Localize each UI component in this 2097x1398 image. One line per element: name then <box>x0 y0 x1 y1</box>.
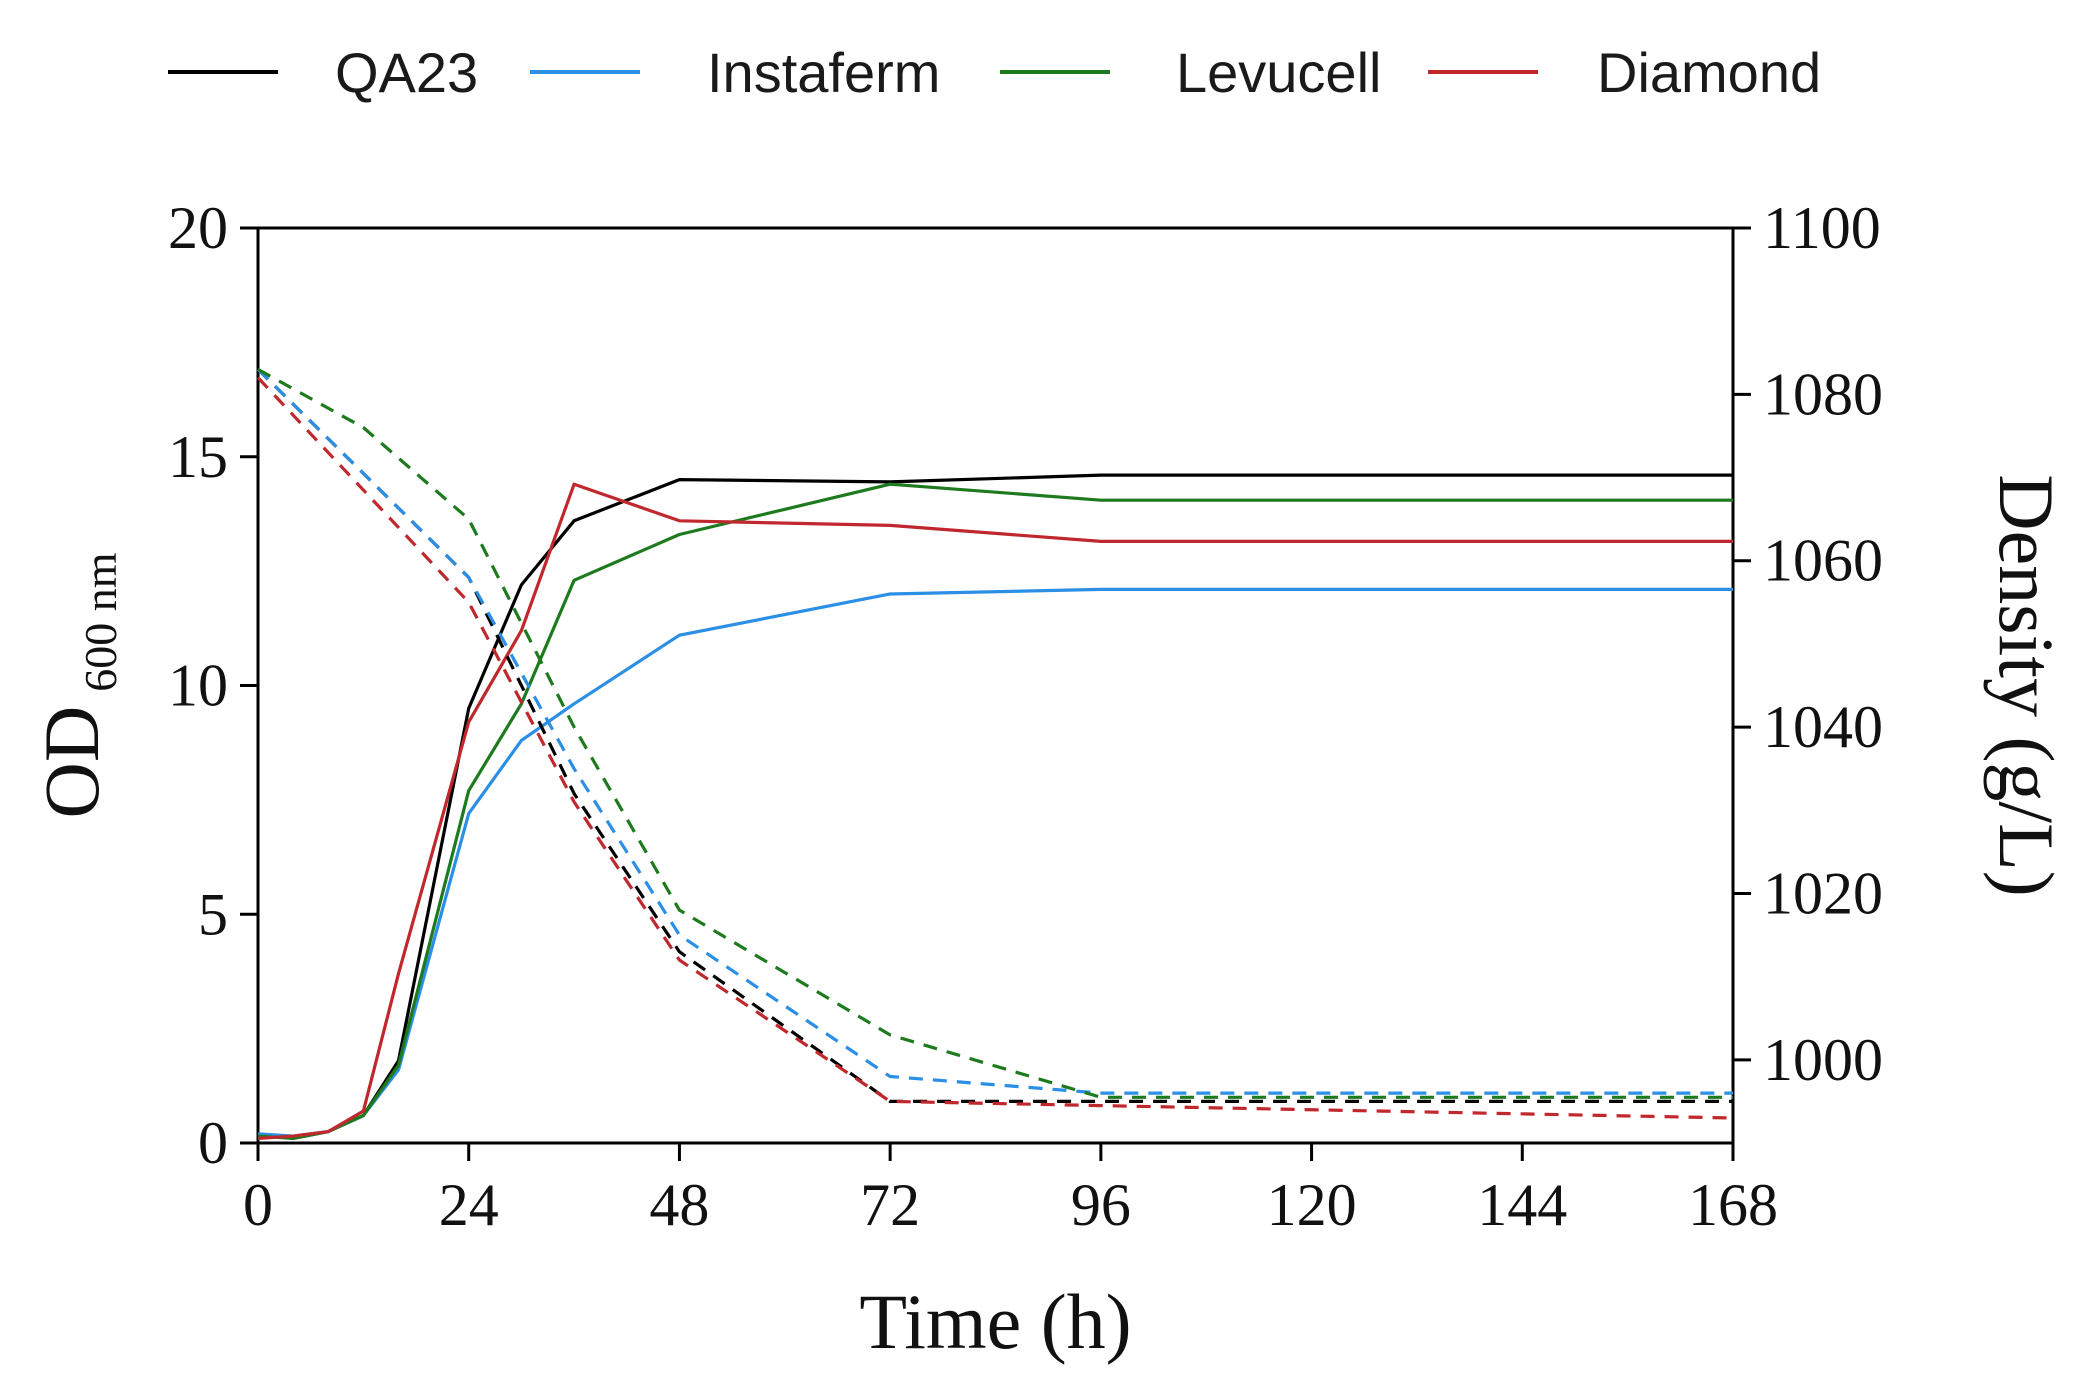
legend-label-levucell: Levucell <box>1176 41 1381 104</box>
legend: QA23 Instaferm Levucell Diamond <box>168 41 1821 104</box>
y-axis-title-subscript: 600 nm <box>75 552 126 692</box>
series-line-diamond-density <box>256 376 1734 1120</box>
y2-tick-label: 1100 <box>1763 195 1881 261</box>
y-tick-label: 10 <box>168 653 228 719</box>
series-line-instaferm-density <box>256 368 1733 1095</box>
x-axis-title: Time (h) <box>859 1278 1131 1365</box>
y-tick-label: 0 <box>198 1110 228 1176</box>
legend-label-qa23: QA23 <box>335 41 478 104</box>
y-axis-title-main: OD <box>28 706 115 819</box>
series-layer <box>256 367 1734 1141</box>
y2-tick-label: 1040 <box>1763 694 1883 760</box>
y2-tick-label: 1060 <box>1763 528 1883 594</box>
series-line-levucell <box>257 482 1733 1141</box>
x-tick-label: 72 <box>860 1172 920 1238</box>
y-tick-label: 20 <box>168 195 228 261</box>
y2-axis-title: Density (g/L) <box>1983 474 2070 896</box>
legend-label-diamond: Diamond <box>1597 41 1821 104</box>
x-tick-label: 48 <box>649 1172 709 1238</box>
x-tick-label: 168 <box>1688 1172 1778 1238</box>
series-line-diamond <box>257 482 1733 1140</box>
axes: 0 24 48 72 96 120 144 168 0 5 10 15 20 1000 1020 1040 10… <box>168 195 1883 1238</box>
series-line-levucell-density <box>257 367 1733 1099</box>
x-tick-label: 0 <box>243 1172 273 1238</box>
x-tick-label: 24 <box>439 1172 499 1238</box>
y-tick-label: 15 <box>168 424 228 490</box>
y-tick-label: 5 <box>198 881 228 947</box>
series-line-qa23 <box>257 473 1733 1141</box>
series-line-instaferm <box>257 587 1733 1138</box>
y2-tick-label: 1080 <box>1763 361 1883 427</box>
x-tick-label: 96 <box>1071 1172 1131 1238</box>
y2-tick-label: 1020 <box>1763 860 1883 926</box>
y-axis-title: OD 600 nm <box>28 552 126 818</box>
legend-label-instaferm: Instaferm <box>707 41 940 104</box>
x-tick-label: 120 <box>1267 1172 1357 1238</box>
x-tick-label: 144 <box>1477 1172 1567 1238</box>
y2-tick-label: 1000 <box>1763 1027 1883 1093</box>
